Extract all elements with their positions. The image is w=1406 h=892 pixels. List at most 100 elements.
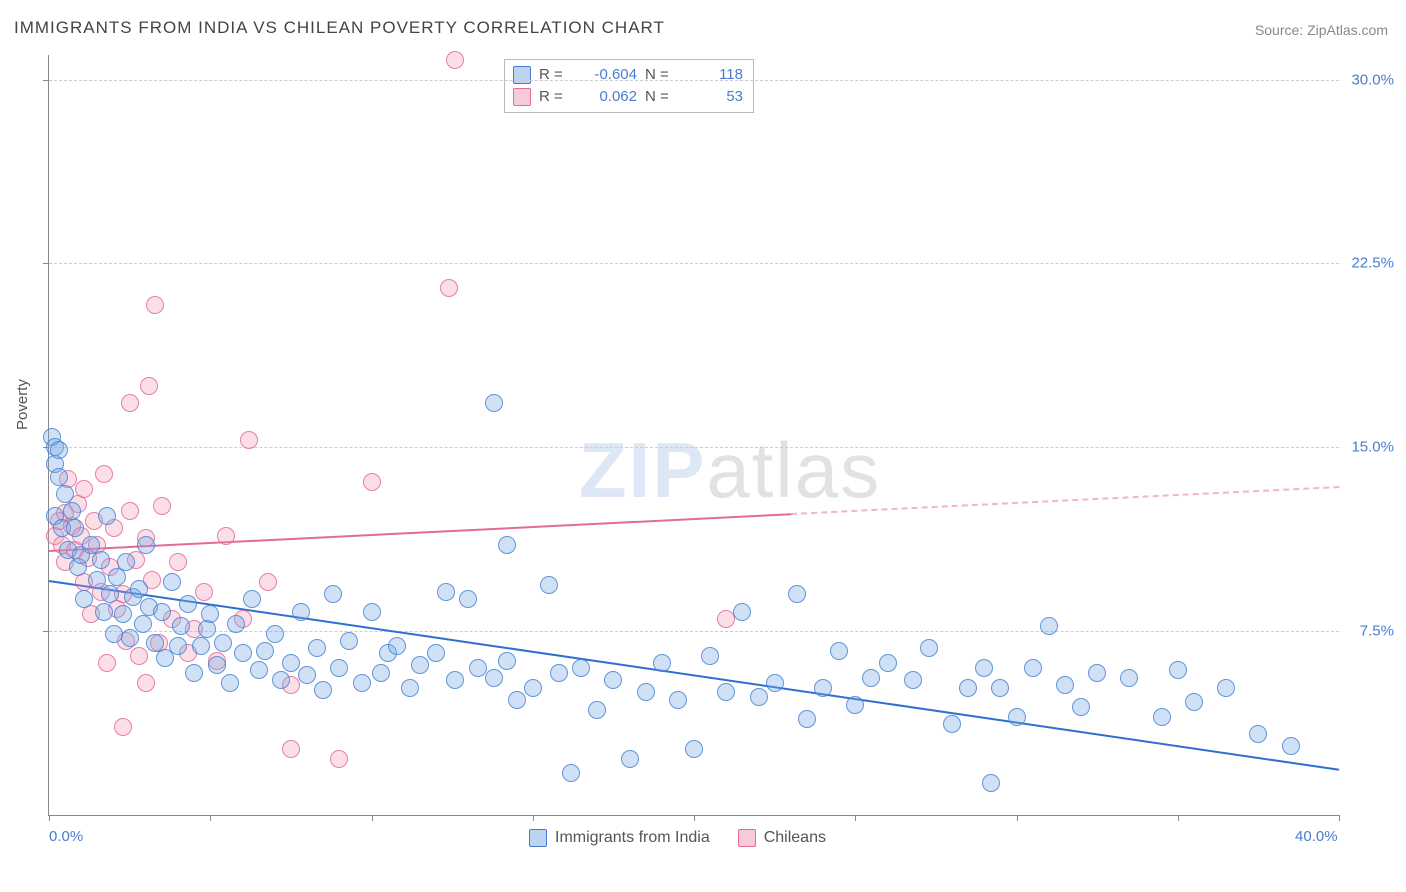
stats-legend: R = -0.604 N = 118 R = 0.062 N = 53 [504, 59, 754, 113]
y-tick [43, 631, 49, 632]
swatch-blue [513, 66, 531, 84]
data-point [733, 603, 751, 621]
data-point [798, 710, 816, 728]
swatch-pink [513, 88, 531, 106]
data-point [363, 473, 381, 491]
y-axis-title: Poverty [14, 379, 31, 430]
data-point [282, 740, 300, 758]
data-point [75, 590, 93, 608]
data-point [411, 656, 429, 674]
data-point [153, 497, 171, 515]
data-point [250, 661, 268, 679]
data-point [388, 637, 406, 655]
data-point [446, 51, 464, 69]
data-point [498, 652, 516, 670]
data-point [1024, 659, 1042, 677]
data-point [243, 590, 261, 608]
data-point [266, 625, 284, 643]
n-label: N = [645, 86, 675, 108]
data-point [169, 553, 187, 571]
data-point [920, 639, 938, 657]
data-point [75, 480, 93, 498]
data-point [862, 669, 880, 687]
data-point [282, 654, 300, 672]
data-point [943, 715, 961, 733]
plot-area: ZIPatlas R = -0.604 N = 118 R = 0.062 N … [48, 55, 1339, 816]
data-point [137, 674, 155, 692]
data-point [272, 671, 290, 689]
data-point [114, 718, 132, 736]
swatch-blue [529, 829, 547, 847]
data-point [1249, 725, 1267, 743]
data-point [459, 590, 477, 608]
data-point [330, 750, 348, 768]
n-value-pink: 53 [683, 86, 743, 108]
data-point [879, 654, 897, 672]
data-point [217, 527, 235, 545]
data-point [830, 642, 848, 660]
data-point [814, 679, 832, 697]
data-point [485, 394, 503, 412]
y-tick-label: 15.0% [1351, 439, 1394, 456]
data-point [604, 671, 622, 689]
data-point [214, 634, 232, 652]
data-point [137, 536, 155, 554]
x-tick [694, 815, 695, 821]
r-value-pink: 0.062 [577, 86, 637, 108]
data-point [637, 683, 655, 701]
y-tick [43, 80, 49, 81]
stats-row: R = -0.604 N = 118 [513, 64, 743, 86]
y-tick-label: 30.0% [1351, 71, 1394, 88]
data-point [975, 659, 993, 677]
data-point [485, 669, 503, 687]
data-point [372, 664, 390, 682]
data-point [56, 485, 74, 503]
y-tick [43, 263, 49, 264]
data-point [185, 664, 203, 682]
data-point [192, 637, 210, 655]
data-point [98, 507, 116, 525]
data-point [469, 659, 487, 677]
data-point [982, 774, 1000, 792]
data-point [201, 605, 219, 623]
data-point [208, 656, 226, 674]
r-label: R = [539, 86, 569, 108]
data-point [669, 691, 687, 709]
data-point [95, 465, 113, 483]
data-point [292, 603, 310, 621]
swatch-pink [738, 829, 756, 847]
data-point [134, 615, 152, 633]
chart-title: IMMIGRANTS FROM INDIA VS CHILEAN POVERTY… [14, 18, 665, 38]
stats-row: R = 0.062 N = 53 [513, 86, 743, 108]
data-point [427, 644, 445, 662]
data-point [153, 603, 171, 621]
data-point [101, 585, 119, 603]
gridline [49, 263, 1339, 264]
gridline [49, 447, 1339, 448]
series-legend: Immigrants from India Chileans [529, 829, 826, 847]
x-tick [533, 815, 534, 821]
watermark-zip: ZIP [579, 426, 706, 514]
data-point [440, 279, 458, 297]
legend-item: Chileans [738, 829, 826, 847]
data-point [1185, 693, 1203, 711]
data-point [508, 691, 526, 709]
data-point [562, 764, 580, 782]
data-point [88, 571, 106, 589]
data-point [766, 674, 784, 692]
r-value-blue: -0.604 [577, 64, 637, 86]
data-point [788, 585, 806, 603]
legend-label-pink: Chileans [764, 829, 826, 847]
y-tick-label: 22.5% [1351, 255, 1394, 272]
data-point [717, 683, 735, 701]
data-point [50, 468, 68, 486]
data-point [701, 647, 719, 665]
data-point [588, 701, 606, 719]
data-point [330, 659, 348, 677]
source-attribution: Source: ZipAtlas.com [1255, 22, 1388, 38]
data-point [121, 502, 139, 520]
data-point [904, 671, 922, 689]
data-point [550, 664, 568, 682]
data-point [1072, 698, 1090, 716]
data-point [259, 573, 277, 591]
